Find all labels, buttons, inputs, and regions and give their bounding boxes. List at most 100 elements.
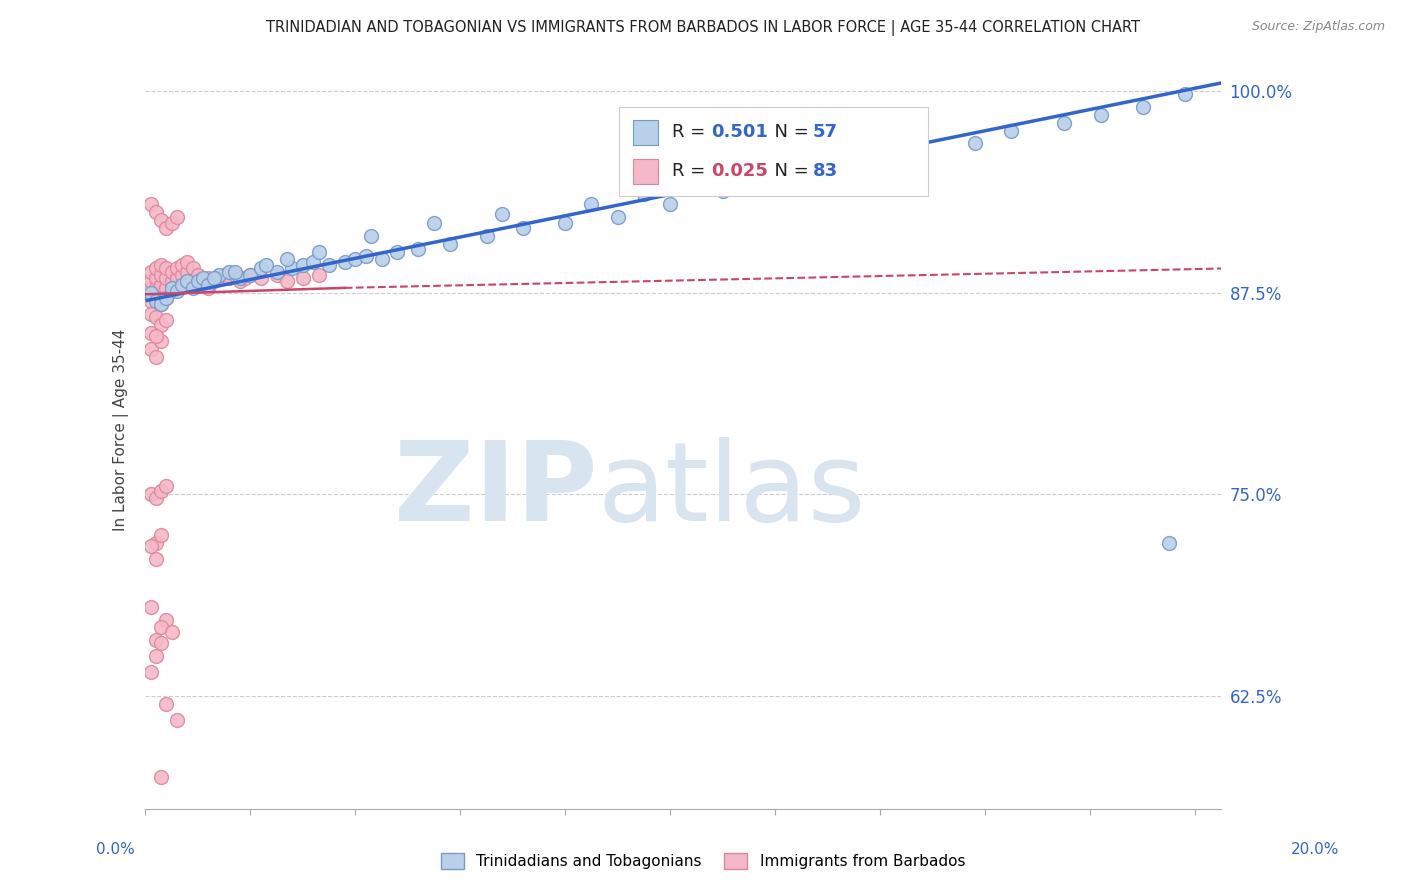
Point bbox=[145, 291, 167, 305]
Point bbox=[150, 268, 173, 282]
Point bbox=[139, 487, 162, 501]
Point bbox=[250, 261, 273, 276]
Point bbox=[1053, 116, 1076, 130]
Point bbox=[155, 271, 177, 285]
Point bbox=[166, 210, 188, 224]
Point bbox=[308, 245, 330, 260]
Point bbox=[150, 285, 173, 300]
Point bbox=[155, 313, 177, 327]
Point bbox=[291, 271, 314, 285]
Point bbox=[224, 265, 246, 279]
Point bbox=[197, 277, 219, 292]
Point bbox=[181, 271, 204, 285]
Point bbox=[1132, 100, 1154, 114]
Point bbox=[150, 318, 173, 332]
Text: atlas: atlas bbox=[598, 437, 866, 544]
Point bbox=[354, 249, 377, 263]
Point bbox=[155, 697, 177, 711]
Point bbox=[139, 307, 162, 321]
Point bbox=[150, 527, 173, 541]
Point bbox=[208, 268, 231, 282]
Point bbox=[197, 271, 219, 285]
Point bbox=[150, 297, 173, 311]
Point bbox=[439, 237, 461, 252]
Point bbox=[145, 552, 167, 566]
Point bbox=[239, 268, 262, 282]
Text: TRINIDADIAN AND TOBAGONIAN VS IMMIGRANTS FROM BARBADOS IN LABOR FORCE | AGE 35-4: TRINIDADIAN AND TOBAGONIAN VS IMMIGRANTS… bbox=[266, 20, 1140, 36]
Point bbox=[711, 184, 734, 198]
Point bbox=[150, 258, 173, 272]
Point bbox=[1090, 108, 1112, 122]
Point bbox=[155, 479, 177, 493]
Text: 57: 57 bbox=[813, 123, 838, 141]
Point bbox=[150, 770, 173, 784]
Point bbox=[145, 491, 167, 505]
Point bbox=[250, 271, 273, 285]
Point bbox=[266, 265, 288, 279]
Point bbox=[172, 258, 194, 272]
Point bbox=[1173, 87, 1195, 102]
Point bbox=[160, 265, 183, 279]
Point bbox=[139, 293, 162, 308]
Point bbox=[308, 268, 330, 282]
Point bbox=[633, 187, 655, 202]
Y-axis label: In Labor Force | Age 35-44: In Labor Force | Age 35-44 bbox=[114, 328, 129, 531]
Point bbox=[229, 271, 252, 285]
Point bbox=[370, 252, 392, 266]
Point bbox=[281, 261, 304, 276]
Point bbox=[155, 291, 177, 305]
Point bbox=[139, 342, 162, 356]
Point bbox=[187, 268, 209, 282]
Point bbox=[145, 648, 167, 663]
Point bbox=[224, 268, 246, 282]
Point bbox=[145, 293, 167, 308]
Point bbox=[145, 632, 167, 647]
Point bbox=[202, 271, 225, 285]
Point bbox=[266, 268, 288, 282]
Point bbox=[233, 271, 256, 285]
Point bbox=[581, 197, 603, 211]
Point bbox=[239, 268, 262, 282]
Point bbox=[423, 216, 446, 230]
Point bbox=[139, 197, 162, 211]
Point bbox=[344, 252, 367, 266]
Point bbox=[291, 258, 314, 272]
Point bbox=[475, 229, 498, 244]
Point bbox=[554, 216, 576, 230]
Text: Source: ZipAtlas.com: Source: ZipAtlas.com bbox=[1251, 20, 1385, 33]
Text: 0.0%: 0.0% bbox=[96, 842, 135, 856]
Text: N =: N = bbox=[763, 123, 815, 141]
Point bbox=[166, 271, 188, 285]
Point bbox=[176, 265, 198, 279]
Point bbox=[212, 268, 235, 282]
Point bbox=[166, 284, 188, 298]
Text: 20.0%: 20.0% bbox=[1291, 842, 1339, 856]
Point bbox=[1000, 124, 1022, 138]
Point bbox=[150, 277, 173, 292]
Point bbox=[160, 284, 183, 298]
Point bbox=[145, 310, 167, 324]
Point bbox=[145, 205, 167, 219]
Point bbox=[181, 281, 204, 295]
Point bbox=[685, 178, 707, 192]
Point bbox=[160, 216, 183, 230]
Point bbox=[150, 636, 173, 650]
Point bbox=[276, 252, 298, 266]
Point bbox=[166, 261, 188, 276]
Point bbox=[166, 281, 188, 295]
Point bbox=[176, 274, 198, 288]
Text: 83: 83 bbox=[813, 162, 838, 180]
Point bbox=[817, 161, 839, 176]
Point bbox=[160, 624, 183, 639]
Text: 0.501: 0.501 bbox=[711, 123, 768, 141]
Point bbox=[139, 274, 162, 288]
Point bbox=[191, 271, 214, 285]
Point bbox=[139, 265, 162, 279]
Point bbox=[145, 350, 167, 364]
Legend: Trinidadians and Tobagonians, Immigrants from Barbados: Trinidadians and Tobagonians, Immigrants… bbox=[434, 847, 972, 875]
Point bbox=[145, 329, 167, 343]
Text: ZIP: ZIP bbox=[394, 437, 598, 544]
Point bbox=[176, 274, 198, 288]
Point bbox=[139, 281, 162, 295]
Point bbox=[139, 326, 162, 340]
